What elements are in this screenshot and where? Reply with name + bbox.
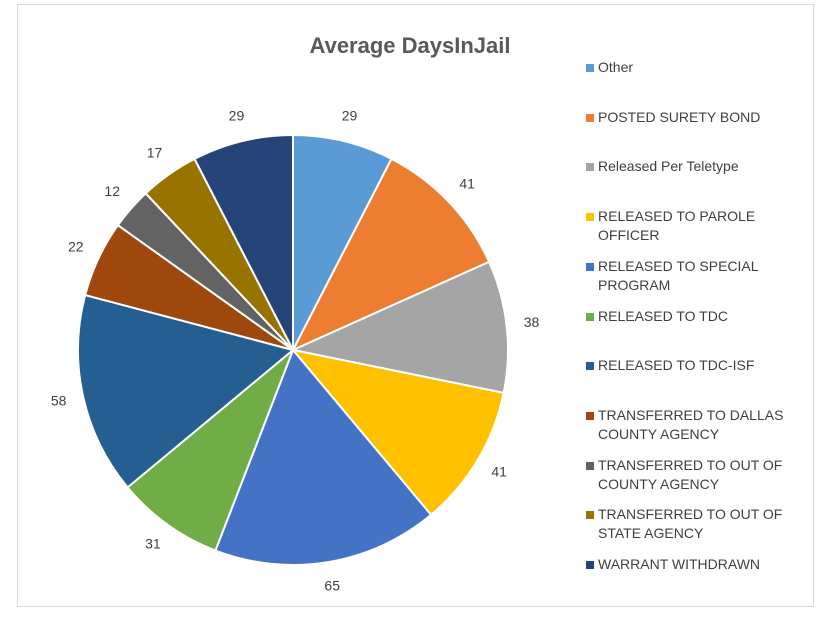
legend-item: TRANSFERRED TO DALLAS COUNTY AGENCY: [586, 406, 801, 444]
legend-item: RELEASED TO PAROLE OFFICER: [586, 207, 801, 245]
legend-swatch: [586, 213, 594, 222]
legend-swatch: [586, 113, 594, 122]
legend-label: Other: [598, 59, 634, 75]
legend-item: WARRANT WITHDRAWN: [586, 555, 801, 574]
legend-item: TRANSFERRED TO OUT OF COUNTY AGENCY: [586, 456, 801, 494]
legend-item: Other: [586, 58, 801, 77]
legend-swatch: [586, 312, 594, 321]
pie-slice: [290, 348, 505, 517]
pie-slice: [292, 133, 393, 351]
data-label: 41: [491, 464, 507, 480]
legend-swatch: [586, 511, 594, 520]
legend-label: RELEASED TO SPECIAL PROGRAM: [598, 257, 759, 293]
pie-slice: [126, 346, 296, 552]
legend-label: Released Per Teletype: [598, 158, 739, 175]
legend-label: WARRANT WITHDRAWN: [598, 556, 761, 572]
data-label: 12: [104, 183, 120, 199]
legend-item: Released Per Teletype: [586, 157, 801, 176]
legend-swatch: [586, 461, 594, 470]
legend-label: TRANSFERRED TO OUT OF STATE AGENCY: [598, 506, 783, 542]
pie-slice: [290, 157, 491, 353]
legend-label: TRANSFERRED TO OUT OF COUNTY AGENCY: [598, 456, 783, 492]
legend-label: TRANSFERRED TO DALLAS COUNTY AGENCY: [598, 406, 784, 442]
legend-swatch: [586, 362, 594, 371]
pie-slice: [77, 293, 296, 489]
legend-item: RELEASED TO SPECIAL PROGRAM: [586, 257, 801, 295]
legend-label: RELEASED TO PAROLE OFFICER: [598, 208, 756, 244]
data-label: 29: [342, 107, 358, 123]
legend-label: RELEASED TO TDC-ISF: [598, 357, 755, 374]
legend-label: POSTED SURETY BOND: [598, 108, 761, 125]
data-label: 17: [147, 145, 163, 161]
data-label: 58: [51, 392, 67, 408]
data-label: 31: [145, 536, 161, 552]
legend-swatch: [586, 64, 594, 72]
data-label: 22: [68, 239, 84, 255]
legend-label: RELEASED TO TDC: [598, 307, 728, 324]
legend-swatch: [586, 163, 594, 172]
legend-swatch: [586, 561, 594, 569]
legend-item: POSTED SURETY BOND: [586, 108, 801, 127]
pie-slice: [193, 133, 294, 351]
legend-swatch: [586, 262, 594, 271]
data-label: 65: [324, 577, 340, 593]
data-label: 29: [229, 107, 245, 123]
chart-title: Average DaysInJail: [310, 33, 511, 58]
pie-slice: [214, 348, 433, 566]
data-label: 41: [459, 176, 475, 192]
data-label: 38: [524, 314, 540, 330]
legend-item: TRANSFERRED TO OUT OF STATE AGENCY: [586, 505, 801, 543]
legend-swatch: [586, 411, 594, 420]
legend-item: RELEASED TO TDC: [586, 307, 801, 326]
legend-item: RELEASED TO TDC-ISF: [586, 356, 801, 375]
